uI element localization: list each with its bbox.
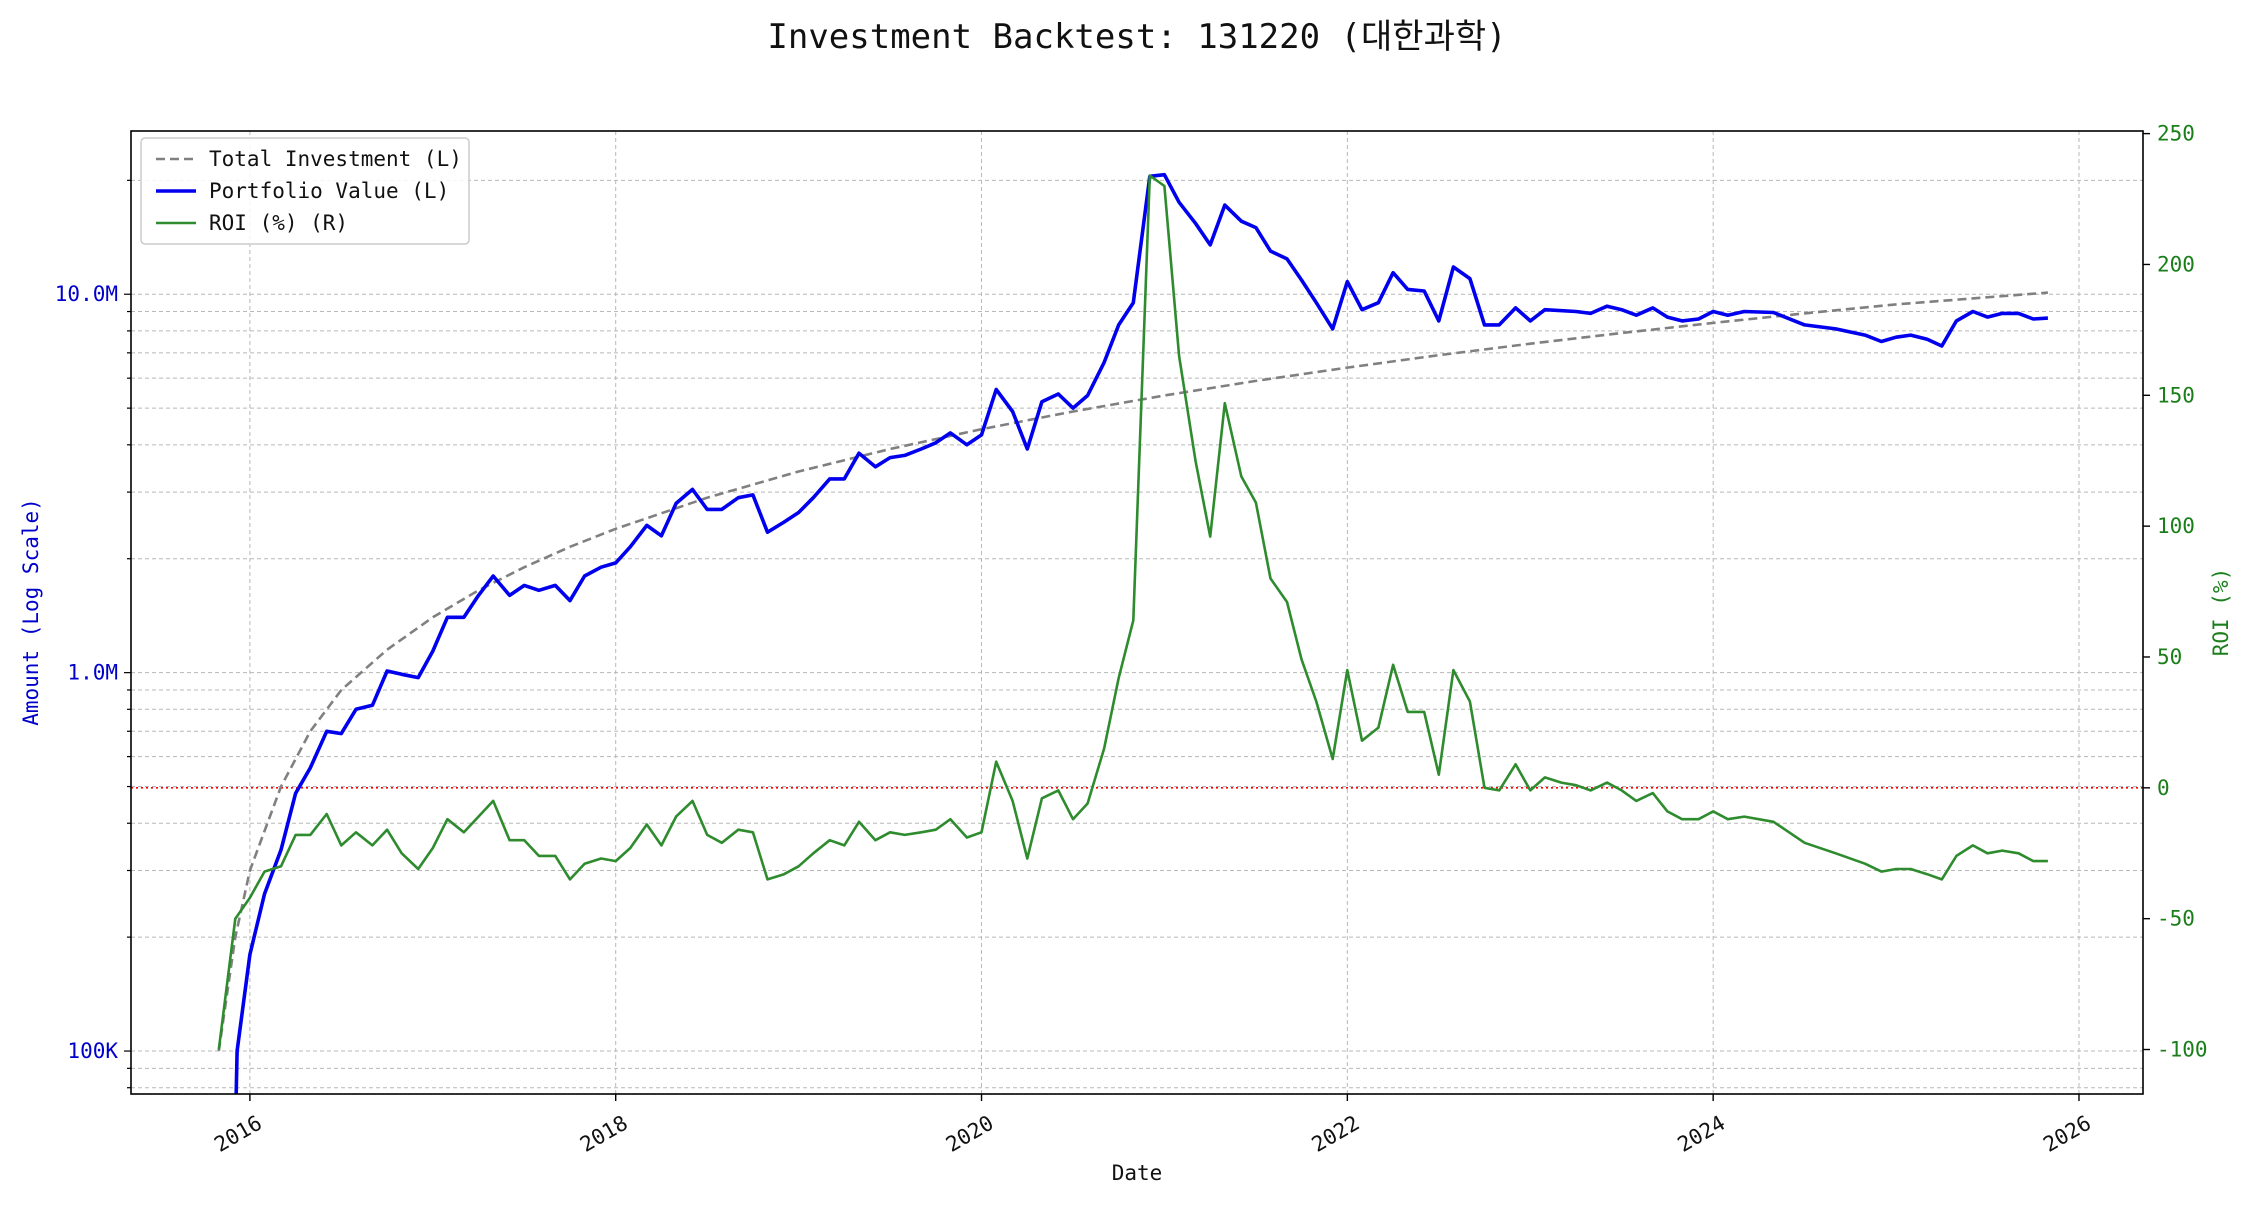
- right-tick-label: 0: [2157, 776, 2170, 800]
- right-tick-label: 200: [2157, 252, 2195, 276]
- series-lines: [217, 172, 2049, 1094]
- legend-item-total-investment: Total Investment (L): [156, 147, 462, 171]
- legend-item-portfolio-value: Portfolio Value (L): [156, 179, 449, 203]
- x-tick-label: 2016: [210, 1111, 266, 1157]
- left-axis-label: Amount (Log Scale): [19, 498, 43, 726]
- legend-item-roi: ROI (%) (R): [156, 211, 348, 235]
- x-axis-ticks: 2016 2018 2020 2022 2024 2026: [210, 1094, 2095, 1157]
- portfolio-value-line: [234, 172, 2049, 1094]
- right-tick-label: -100: [2157, 1038, 2208, 1062]
- x-tick-label: 2026: [2039, 1111, 2095, 1157]
- left-tick-label: 1.0M: [67, 661, 118, 685]
- left-tick-label: 10.0M: [55, 282, 118, 306]
- plot-frame: [130, 130, 2144, 1095]
- x-axis-label: Date: [1112, 1161, 1163, 1185]
- right-axis-ticks: -100 -50 0 50 100 150 200 250: [2143, 122, 2208, 1062]
- chart-title: Investment Backtest: 131220 (대한과학): [767, 17, 1506, 57]
- grid: [131, 131, 2143, 1094]
- x-tick-label: 2022: [1308, 1111, 1364, 1157]
- x-tick-label: 2020: [942, 1111, 998, 1157]
- legend: Total Investment (L) Portfolio Value (L) R…: [140, 137, 470, 245]
- legend-label: ROI (%) (R): [209, 211, 348, 235]
- right-tick-label: 250: [2157, 122, 2195, 146]
- left-tick-label: 100K: [67, 1039, 118, 1063]
- roi-line: [217, 174, 2048, 1050]
- right-tick-label: 150: [2157, 383, 2195, 407]
- right-tick-label: 100: [2157, 514, 2195, 538]
- legend-label: Total Investment (L): [209, 147, 462, 171]
- x-tick-label: 2024: [1673, 1111, 1729, 1157]
- right-tick-label: -50: [2157, 907, 2195, 931]
- left-axis-ticks: 100K 1.0M 10.0M: [55, 179, 131, 1089]
- total-investment-line: [217, 291, 2049, 1052]
- right-axis-label: ROI (%): [2209, 568, 2233, 657]
- right-tick-label: 50: [2157, 645, 2182, 669]
- x-tick-label: 2018: [576, 1111, 632, 1157]
- legend-box: [140, 137, 470, 245]
- legend-label: Portfolio Value (L): [209, 179, 449, 203]
